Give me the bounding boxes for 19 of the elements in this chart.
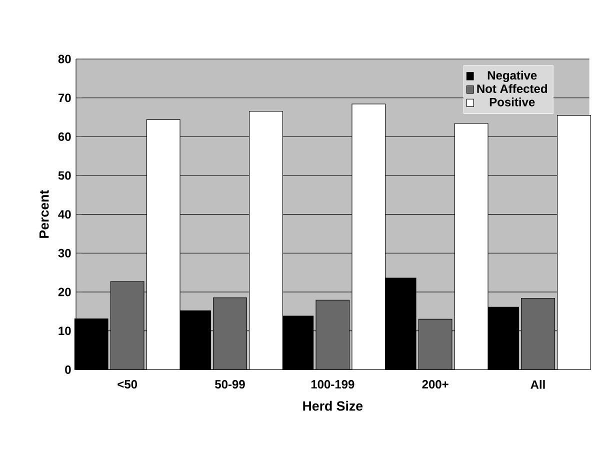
- x-tick-label: All: [530, 380, 545, 389]
- y-tick-label: 40: [58, 210, 71, 219]
- x-tick-label: 200+: [422, 380, 448, 389]
- y-tick-label: 0: [65, 365, 71, 374]
- y-tick-label: 30: [58, 248, 71, 258]
- y-tick-label: 50: [58, 171, 71, 180]
- y-tick-label: 70: [58, 94, 71, 102]
- legend-label: Positive: [490, 98, 535, 106]
- x-axis-title: Herd Size: [303, 400, 363, 411]
- y-tick-label: 80: [58, 54, 71, 64]
- y-tick-label: 60: [58, 132, 71, 141]
- y-tick-label: 10: [58, 326, 71, 336]
- x-tick-label: <50: [118, 380, 138, 389]
- y-axis-title: Percent: [39, 190, 49, 238]
- y-tick-label: 20: [58, 288, 71, 296]
- x-tick-label: 50-99: [215, 380, 245, 389]
- legend-label: Negative: [488, 70, 537, 82]
- x-tick-label: 100-199: [311, 380, 354, 389]
- legend-label: Not Affected: [477, 84, 547, 93]
